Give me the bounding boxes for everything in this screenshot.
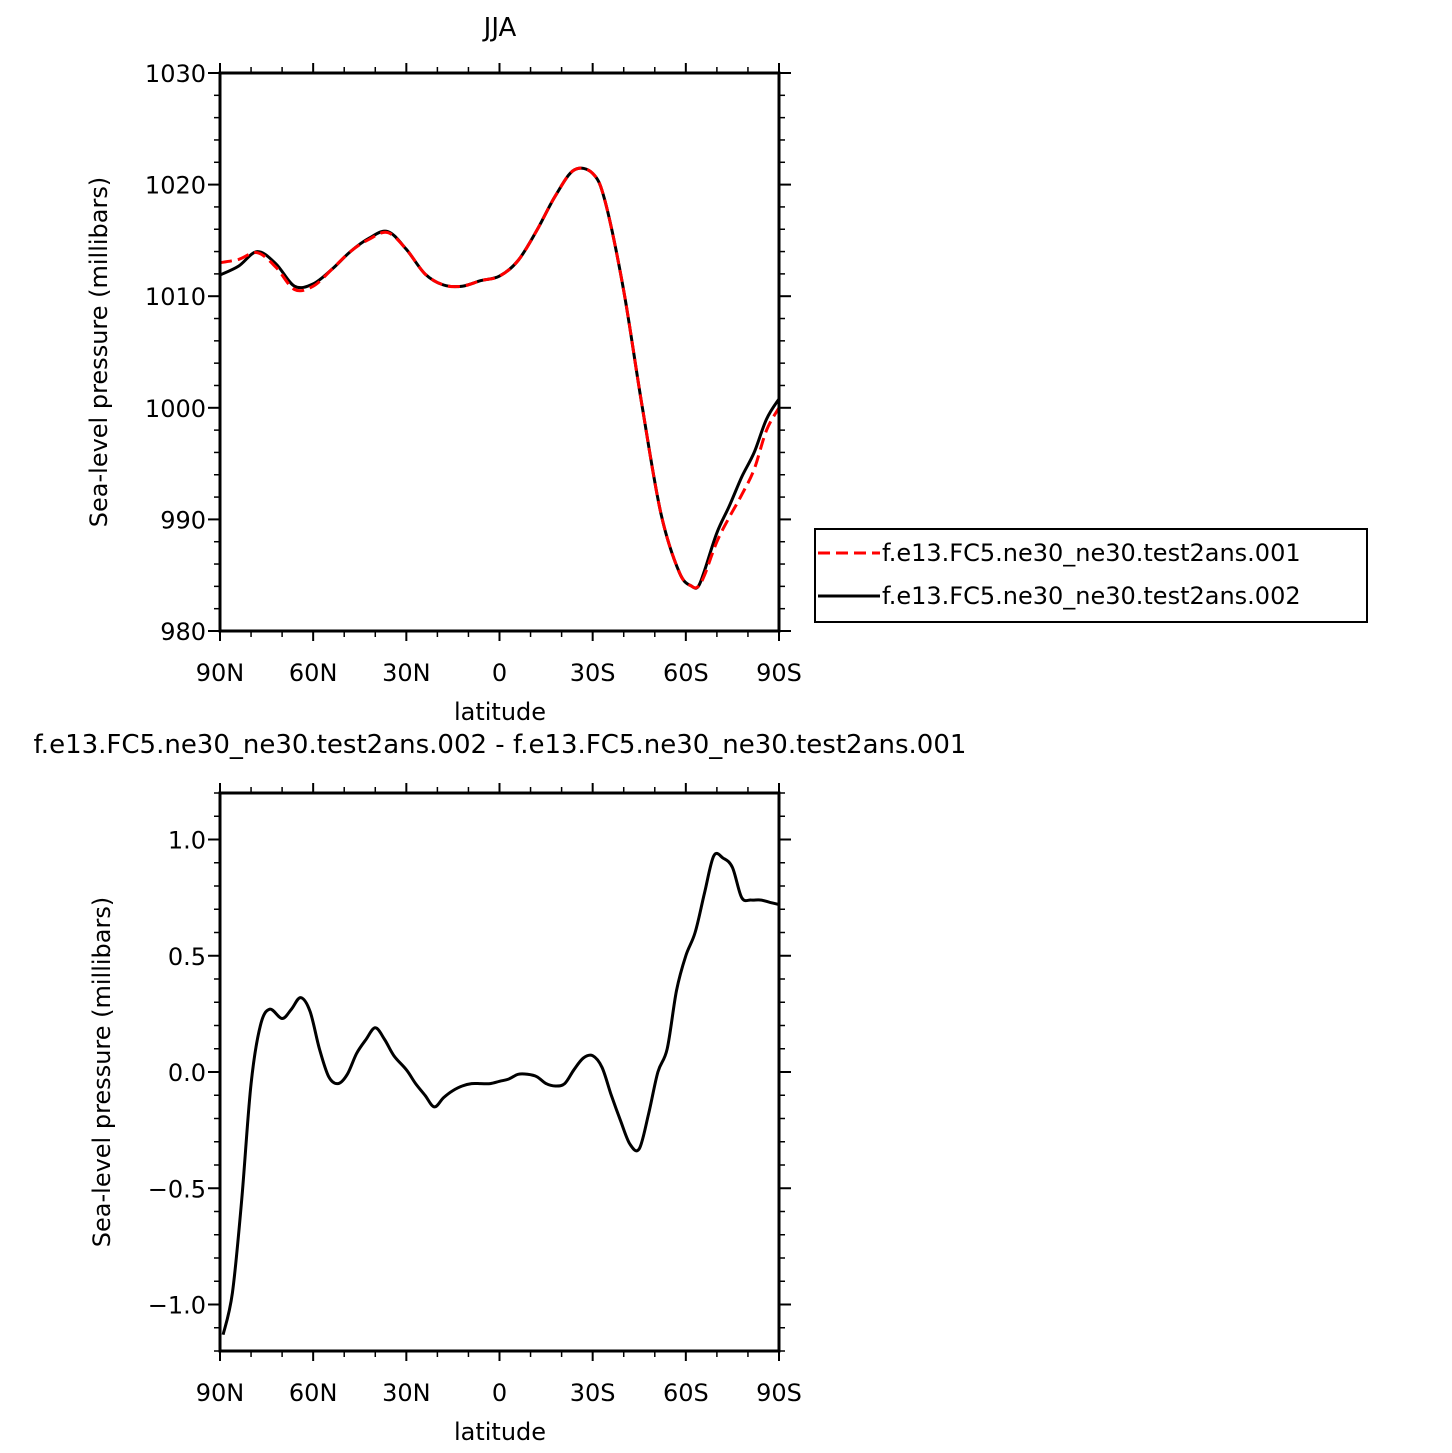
top-x-tick-label: 30N — [382, 659, 431, 687]
top-series-line-2 — [219, 166, 781, 590]
top-x-tick-label: 60S — [663, 659, 709, 687]
top-series-line-1 — [219, 166, 781, 590]
legend-label-002: f.e13.FC5.ne30_ne30.test2ans.002 — [882, 582, 1301, 610]
top-y-tick-label: 990 — [160, 506, 206, 534]
bottom-x-tick-label: 60S — [663, 1379, 709, 1407]
bottom-x-tick-label: 0 — [492, 1379, 507, 1407]
top-y-tick-label: 1000 — [145, 395, 206, 423]
bottom-x-tick-label: 30N — [382, 1379, 431, 1407]
bottom-axis-ticks: 90N 60N 30N 0 30S 60S 90S −1.0 −0.5 0.0 0.5 1.0 — [148, 783, 802, 1407]
legend-label-001: f.e13.FC5.ne30_ne30.test2ans.001 — [882, 539, 1301, 567]
bottom-y-tick-label: −0.5 — [148, 1175, 206, 1203]
bottom-series-lines — [221, 851, 780, 1336]
bottom-y-tick-label: −1.0 — [148, 1292, 206, 1320]
top-y-tick-label: 980 — [160, 618, 206, 646]
top-x-tick-label: 90S — [756, 659, 802, 687]
top-x-tick-label: 0 — [492, 659, 507, 687]
top-title: JJA — [482, 13, 517, 43]
bottom-series-line-1 — [221, 851, 780, 1336]
bottom-y-tick-label: 0.0 — [168, 1059, 206, 1087]
bottom-y-axis-title: Sea-level pressure (millibars) — [88, 897, 116, 1247]
bottom-x-tick-label: 90S — [756, 1379, 802, 1407]
legend-box — [814, 528, 1368, 623]
bottom-x-tick-label: 30S — [570, 1379, 616, 1407]
bottom-x-tick-label: 60N — [289, 1379, 338, 1407]
top-plot-frame — [218, 71, 781, 633]
bottom-plot-frame — [218, 791, 781, 1353]
top-y-tick-label: 1030 — [145, 60, 206, 88]
top-y-tick-label: 1020 — [145, 172, 206, 200]
bottom-x-axis-title: latitude — [454, 1418, 546, 1446]
bottom-x-tick-label: 90N — [196, 1379, 245, 1407]
bottom-panel: f.e13.FC5.ne30_ne30.test2ans.002 - f.e13… — [34, 730, 967, 1446]
top-x-tick-label: 30S — [570, 659, 616, 687]
top-panel: JJA latitude Sea-level pressure (milliba… — [85, 13, 802, 726]
top-y-tick-label: 1010 — [145, 283, 206, 311]
bottom-title: f.e13.FC5.ne30_ne30.test2ans.002 - f.e13… — [34, 730, 967, 760]
top-axis-ticks: 90N 60N 30N 0 30S 60S 90S 980 990 1000 1010 1020 103… — [145, 60, 802, 687]
top-x-tick-label: 90N — [196, 659, 245, 687]
top-y-axis-title: Sea-level pressure (millibars) — [85, 177, 113, 527]
top-x-tick-label: 60N — [289, 659, 338, 687]
bottom-y-tick-label: 0.5 — [168, 943, 206, 971]
top-x-axis-title: latitude — [454, 698, 546, 726]
bottom-y-tick-label: 1.0 — [168, 827, 206, 855]
top-series-lines — [219, 166, 781, 590]
legend: f.e13.FC5.ne30_ne30.test2ans.001 f.e13.F… — [814, 528, 1368, 623]
